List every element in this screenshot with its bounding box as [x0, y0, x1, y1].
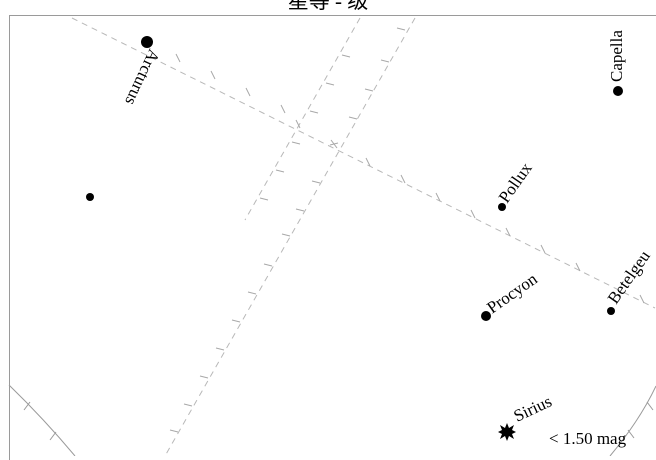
label-sirius: Sirius	[511, 392, 555, 426]
grid-tick	[505, 227, 511, 237]
grid-tick	[348, 116, 358, 120]
grid-tick	[311, 180, 321, 184]
grid-tick	[329, 142, 339, 146]
grid-tick	[575, 262, 581, 272]
grid-tick	[435, 192, 441, 202]
grid-tick	[280, 104, 286, 114]
horizon-arc-right	[609, 385, 656, 456]
grid-tick	[231, 319, 241, 323]
grid-tick	[364, 88, 374, 92]
grid-tick	[380, 59, 390, 63]
grid-line	[164, 17, 416, 456]
label-procyon: Procyon	[483, 269, 541, 317]
grid-tick	[291, 141, 301, 145]
horizon-arcs	[8, 384, 656, 456]
grid-line	[244, 17, 361, 221]
grid-tick	[341, 54, 351, 58]
star-arcturus	[141, 36, 153, 48]
horizon-arc-left	[8, 384, 76, 456]
star-burst-icon	[498, 423, 516, 441]
label-capella: Capella	[607, 30, 626, 82]
grid-tick	[169, 429, 179, 433]
horizon-tick	[49, 431, 57, 441]
map-title: 星等 - 级	[287, 0, 369, 13]
grid-tick	[396, 27, 406, 31]
grid-tick	[470, 209, 476, 219]
grid-tick	[365, 157, 371, 167]
grid-tick	[281, 233, 291, 237]
grid-tick	[540, 244, 546, 254]
grid-tick	[639, 294, 645, 304]
grid-tick	[275, 169, 285, 173]
label-arcturus: Arcturus	[121, 46, 163, 108]
grid-tick	[259, 197, 269, 201]
star-procyon	[481, 311, 491, 321]
star-unlabeled	[86, 193, 94, 201]
horizon-tick	[627, 429, 635, 439]
grid-tick	[309, 110, 319, 114]
grid-tick	[215, 347, 225, 351]
grid-tick	[183, 403, 193, 407]
star-betelgeuse	[607, 307, 615, 315]
star-pollux	[498, 203, 506, 211]
label-pollux: Pollux	[495, 159, 536, 207]
grid-tick	[400, 174, 406, 184]
grid-tick	[295, 208, 305, 212]
horizon-tick	[646, 401, 654, 411]
grid-line	[71, 17, 656, 309]
grid-tick	[175, 53, 181, 63]
horizon-ticks	[23, 401, 654, 441]
grid-tick	[247, 291, 257, 295]
grid-tick	[245, 87, 251, 97]
grid-tick	[325, 82, 335, 86]
grid-lines	[71, 17, 656, 456]
grid-tick	[210, 70, 216, 80]
star-sirius	[498, 423, 516, 441]
map-frame	[9, 15, 656, 460]
grid-tick	[199, 375, 209, 379]
stars	[86, 36, 623, 321]
horizon-tick	[23, 401, 31, 411]
grid-tick	[263, 263, 273, 267]
grid-tick	[295, 119, 301, 129]
legend-label: < 1.50 mag	[549, 429, 627, 448]
grid-ticks	[169, 27, 645, 433]
label-betelgeuse: Betelgeu	[604, 246, 655, 307]
star-capella	[613, 86, 623, 96]
